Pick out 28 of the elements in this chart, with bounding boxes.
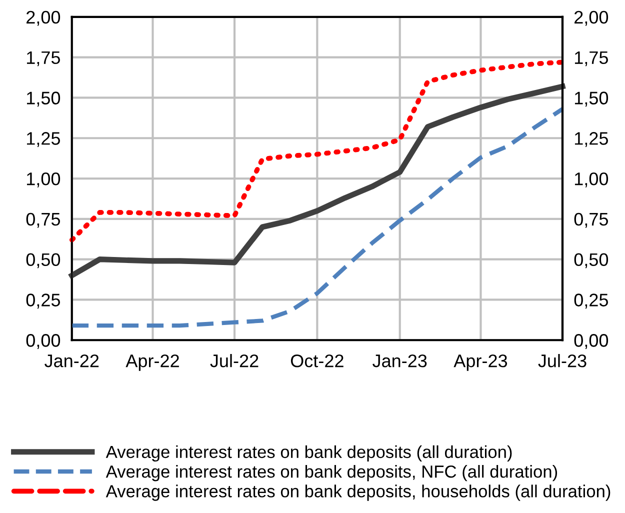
- y2-tick-label: 1,75: [574, 51, 608, 66]
- y2-tick-label: 0,75: [574, 212, 608, 228]
- x-tick-label: Jul-23: [538, 354, 586, 368]
- x-tick-label: Jul-22: [210, 354, 258, 368]
- y-tick-label: 1,00: [27, 172, 60, 188]
- x-tick-label: Jan-22: [44, 354, 99, 368]
- x-tick-label: Jan-23: [372, 354, 427, 368]
- y-tick-label: 1,75: [27, 51, 60, 66]
- y2-tick-label: 1,25: [574, 132, 608, 147]
- y2-tick-label: 1,50: [574, 92, 608, 107]
- y-tick-label: 0,00: [26, 334, 60, 349]
- x-tick-label: Oct-22: [290, 354, 344, 368]
- y2-tick-label: 1,00: [574, 172, 608, 188]
- x-tick-label: Apr-23: [454, 354, 508, 371]
- legend-label: Average interest rates on bank deposits, NFC (all duration): [106, 465, 558, 482]
- x-tick-label: Apr-22: [126, 354, 179, 371]
- legend-label: Average interest rates on bank deposits (all duration): [106, 445, 512, 462]
- legend-label: Average interest rates on bank deposits, households (all duration): [106, 484, 610, 501]
- y-tick-label: 0,25: [26, 294, 60, 309]
- y-tick-label: 2,00: [26, 10, 60, 26]
- y2-tick-label: 0,50: [574, 253, 608, 268]
- y-tick-label: 1,25: [27, 132, 60, 147]
- y-tick-label: 0,50: [26, 253, 60, 268]
- y2-tick-label: 2,00: [574, 10, 608, 26]
- y-tick-label: 0,75: [26, 212, 60, 228]
- y-tick-label: 1,50: [27, 92, 60, 107]
- y2-tick-label: 0,00: [574, 334, 608, 349]
- y2-tick-label: 0,25: [574, 294, 608, 309]
